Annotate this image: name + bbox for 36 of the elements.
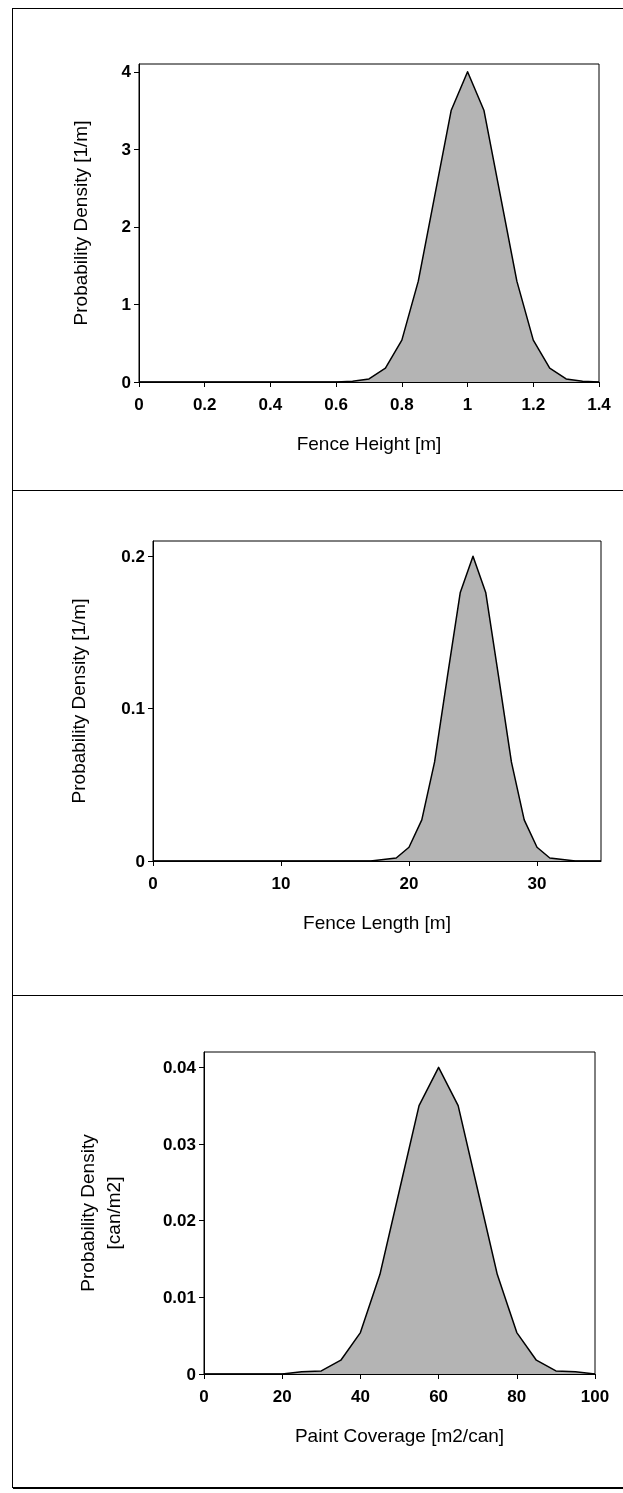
y-tick-label: 0: [121, 372, 131, 392]
x-tick-label: 10: [271, 874, 291, 893]
y-tick-label: 0.01: [162, 1287, 196, 1307]
x-tick-label: 0.8: [390, 395, 414, 414]
x-tick-label: 1.2: [521, 395, 546, 414]
y-tick-label: 0.04: [162, 1057, 197, 1077]
y-tick-label: 0.02: [162, 1211, 196, 1231]
y-tick-label: 3: [121, 139, 131, 159]
y-tick-label: 0.1: [121, 699, 145, 719]
x-tick-label: 0: [148, 874, 158, 893]
x-axis-title: Paint Coverage [m2/can]: [294, 1425, 505, 1446]
y-tick-label: 4: [121, 62, 132, 82]
y-tick-label: 0: [186, 1364, 196, 1384]
x-tick-label: 0.4: [258, 395, 283, 414]
y-axis-title: Probability Density [1/m]: [67, 598, 89, 804]
y-axis-title: Probability Density [1/m]: [69, 120, 91, 326]
x-tick-label: 30: [527, 874, 547, 893]
x-tick-label: 0: [199, 1387, 209, 1406]
x-tick-label: 1: [462, 395, 473, 414]
x-tick-label: 80: [507, 1387, 527, 1406]
y-tick-label: 2: [121, 217, 131, 237]
x-tick-label: 1.4: [587, 395, 612, 414]
y-tick-label: 0.03: [162, 1134, 196, 1154]
x-axis-title: Fence Length [m]: [303, 912, 451, 933]
x-tick-label: 20: [399, 874, 419, 893]
x-tick-label: 100: [580, 1387, 610, 1406]
y-tick-label: 1: [121, 294, 131, 314]
x-tick-label: 0.2: [192, 395, 217, 414]
x-tick-label: 0.6: [324, 395, 348, 414]
x-axis-title: Fence Height [m]: [296, 433, 442, 454]
x-tick-label: 20: [272, 1387, 292, 1406]
x-tick-label: 40: [350, 1387, 370, 1406]
y-tick-label: 0.2: [121, 546, 145, 566]
y-tick-label: 0: [135, 851, 145, 871]
x-tick-label: 60: [429, 1387, 449, 1406]
y-axis-title: Probability Density [can/m2]: [76, 1133, 124, 1292]
